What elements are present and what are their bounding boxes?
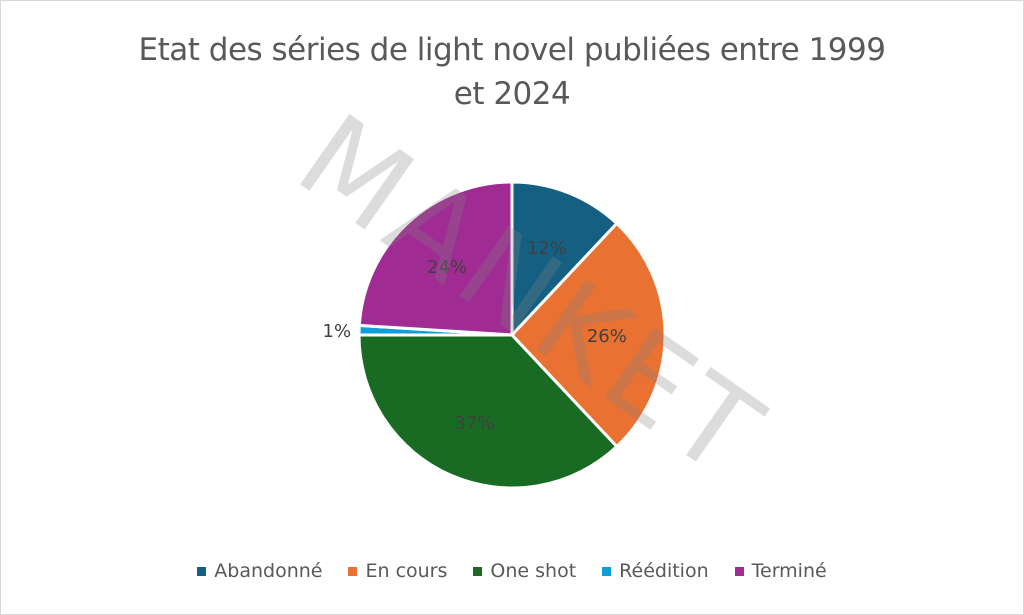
data-label: 37%: [454, 413, 494, 434]
legend-item-reedition: Réédition: [602, 560, 709, 582]
chart-legend: Abandonné En cours One shot Réédition Te…: [0, 560, 1024, 582]
chart-title-line-1: Etat des séries de light novel publiées …: [138, 32, 886, 68]
data-label: 1%: [323, 321, 352, 342]
legend-item-en-cours: En cours: [348, 560, 447, 582]
legend-swatch-icon: [348, 566, 358, 576]
data-label: 26%: [587, 326, 627, 347]
legend-label: Abandonné: [214, 560, 323, 582]
pie-data-labels: 12% 26% 37% 1% 24%: [323, 238, 627, 434]
legend-swatch-icon: [473, 566, 483, 576]
legend-item-abandonne: Abandonné: [197, 560, 322, 582]
legend-swatch-icon: [734, 566, 744, 576]
pie-slice: [357, 180, 514, 337]
legend-item-termine: Terminé: [734, 560, 827, 582]
data-label: 24%: [427, 257, 467, 278]
legend-label: En cours: [365, 560, 448, 582]
pie-slice: [510, 180, 619, 337]
legend-label: One shot: [490, 560, 577, 582]
legend-label: Terminé: [751, 560, 827, 582]
data-label: 12%: [527, 238, 567, 259]
chart-title: Etat des séries de light novel publiées …: [0, 28, 1024, 116]
pie-slices: [357, 180, 667, 490]
legend-swatch-icon: [197, 566, 207, 576]
chart-title-line-2: et 2024: [453, 76, 571, 112]
pie-slice: [510, 221, 667, 449]
legend-item-one-shot: One shot: [473, 560, 576, 582]
legend-swatch-icon: [602, 566, 612, 576]
pie-slice: [357, 333, 619, 490]
legend-label: Réédition: [619, 560, 709, 582]
